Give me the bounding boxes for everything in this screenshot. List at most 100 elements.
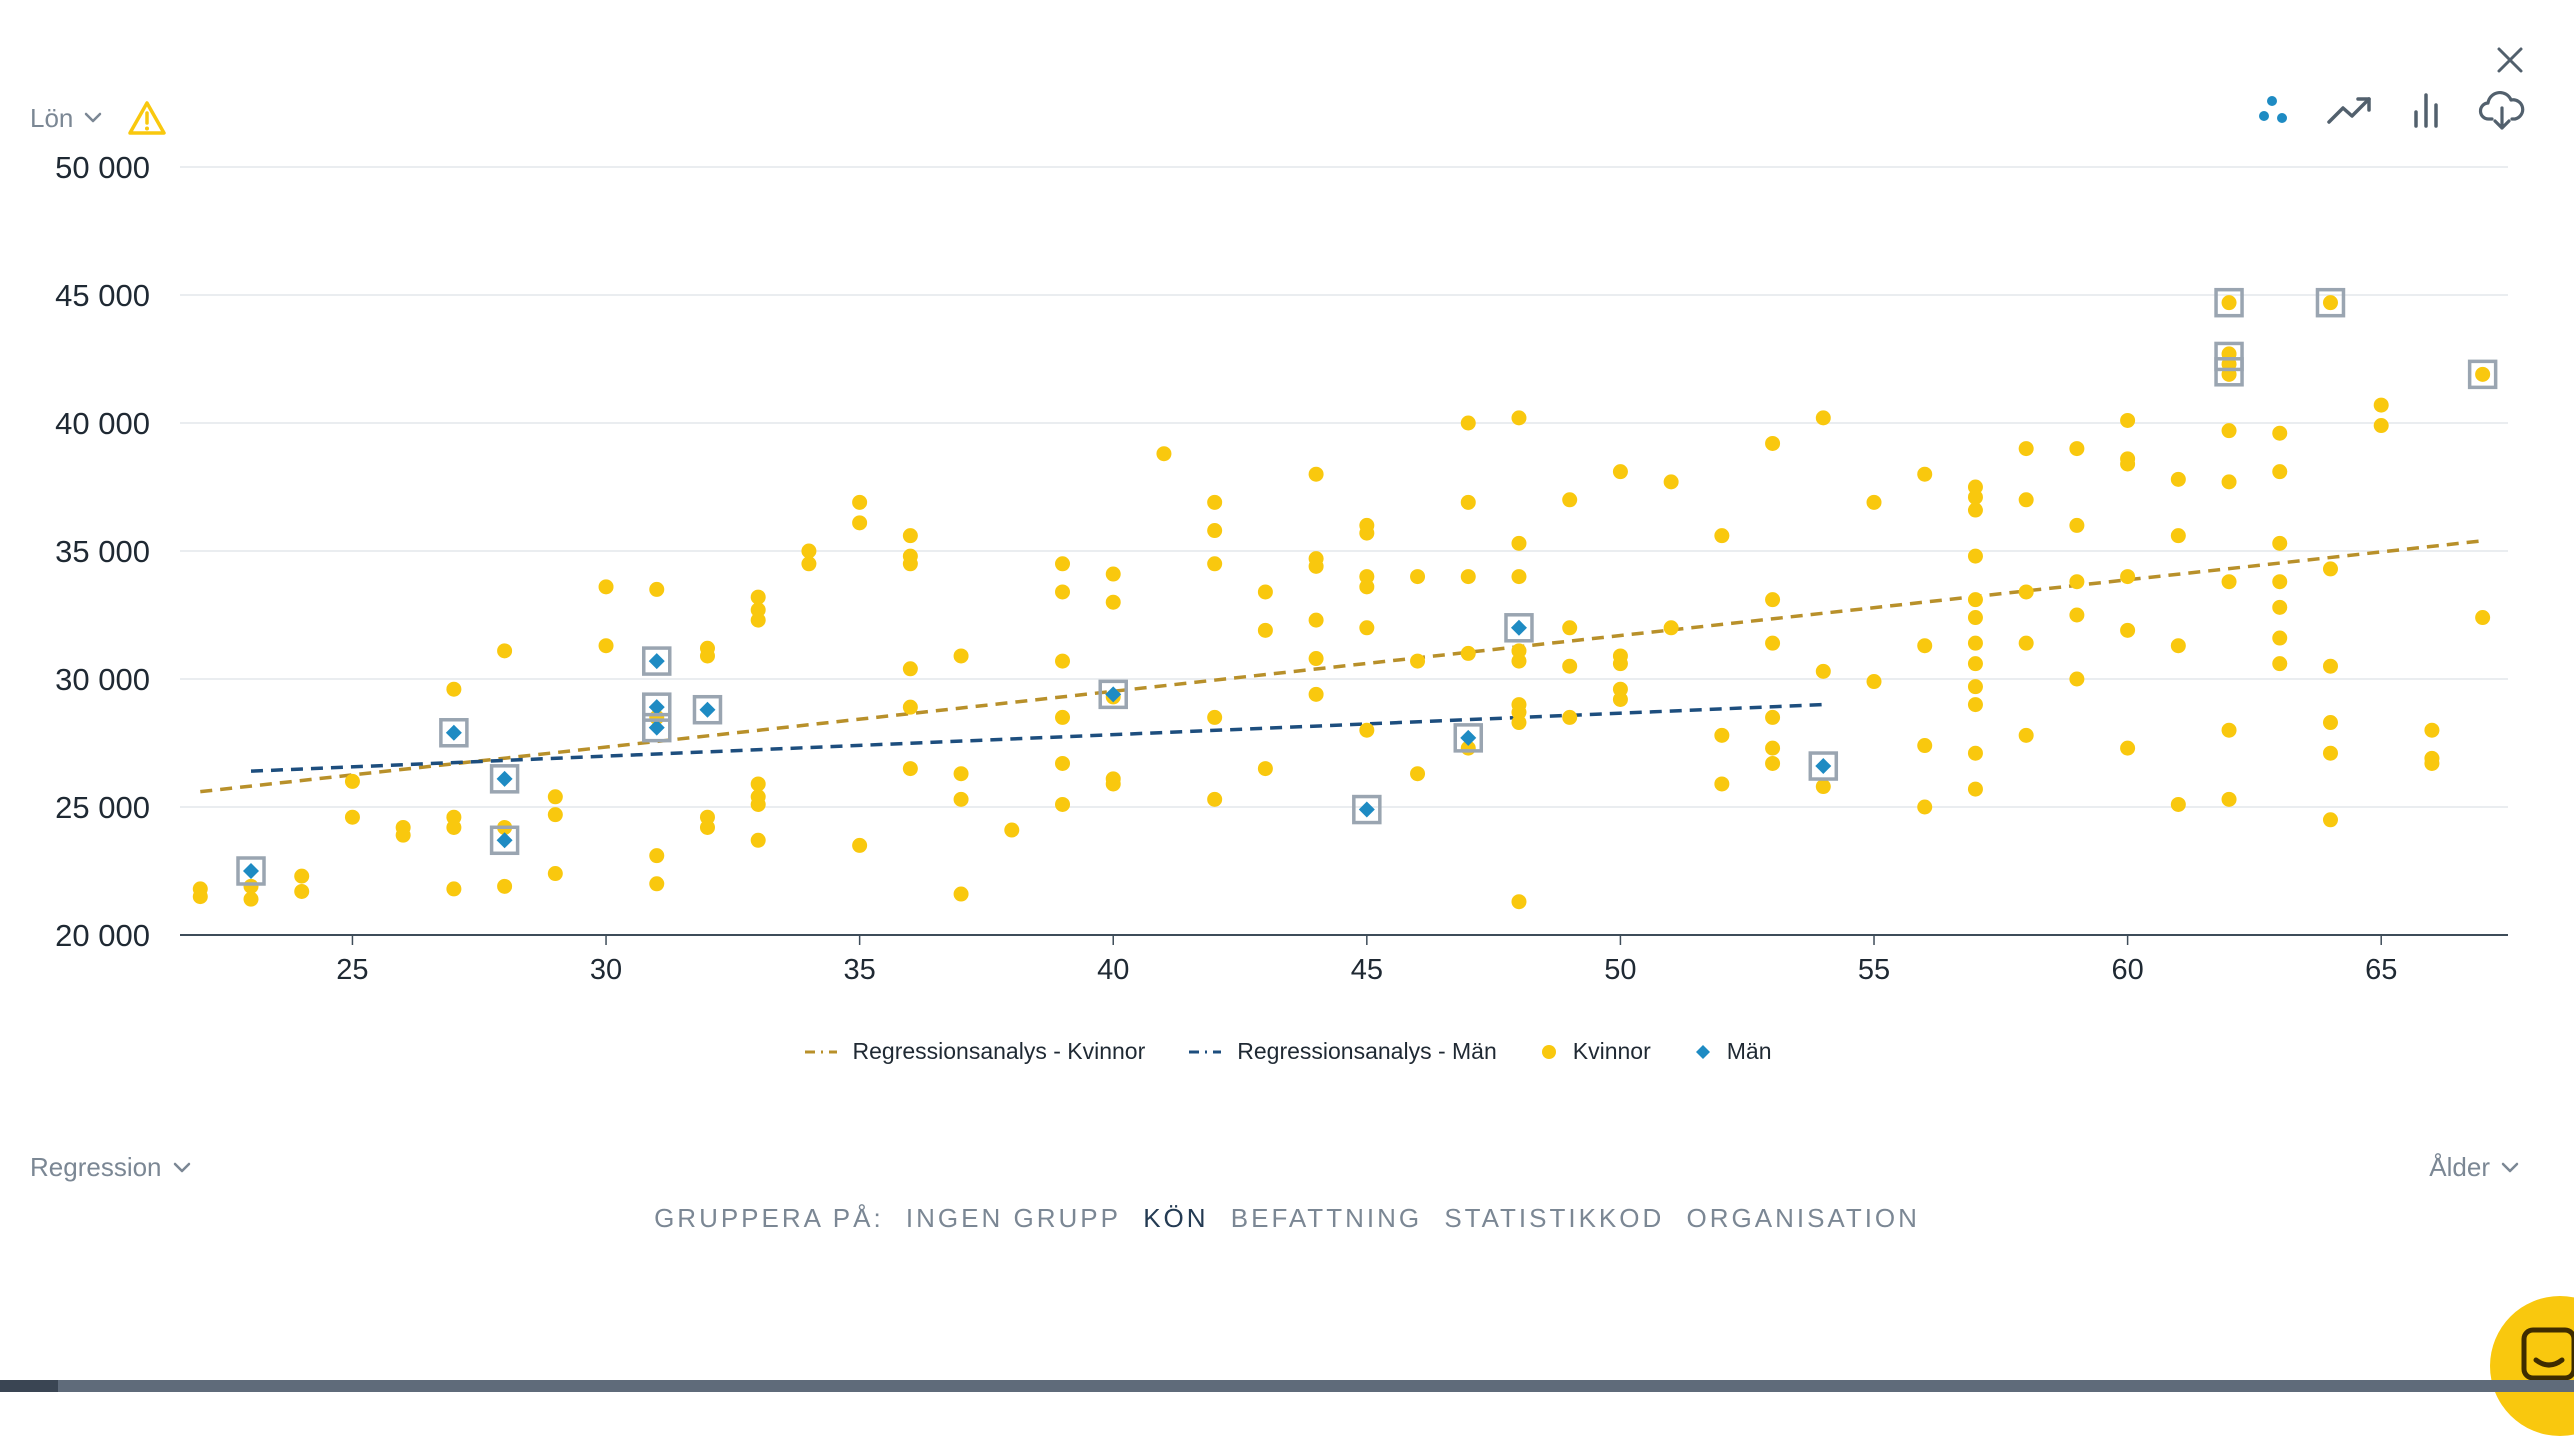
data-point-women <box>1612 464 1628 480</box>
x-tick-label: 40 <box>1097 954 1129 986</box>
data-point-women <box>750 589 766 605</box>
data-point-women <box>2322 715 2338 731</box>
data-point-women <box>547 789 563 805</box>
highlight-box <box>2315 287 2346 318</box>
data-point-women <box>1359 525 1375 541</box>
data-point-women <box>2322 745 2338 761</box>
download-button[interactable] <box>2478 86 2526 134</box>
data-point-women <box>852 837 868 853</box>
close-button[interactable] <box>2490 40 2530 80</box>
data-point-women <box>2221 295 2237 311</box>
data-point-women <box>598 638 614 654</box>
legend-label: Regressionsanalys - Kvinnor <box>852 1038 1146 1064</box>
x-axis-select[interactable]: Ålder <box>2429 1152 2520 1183</box>
data-point-women <box>1967 679 1983 695</box>
data-point-women <box>1917 638 1933 654</box>
group-option-organisation[interactable]: ORGANISATION <box>1686 1203 1920 1233</box>
trend-view-button[interactable] <box>2326 86 2374 134</box>
data-point-women <box>1917 799 1933 815</box>
data-point-women <box>1308 466 1324 482</box>
data-point-women <box>1105 566 1121 582</box>
data-point-women <box>1765 592 1781 608</box>
data-point-women <box>2018 441 2034 457</box>
bottom-scrollbar[interactable] <box>0 1380 2574 1392</box>
data-point-women <box>1714 776 1730 792</box>
data-point-women <box>1359 579 1375 595</box>
data-point-women <box>801 543 817 559</box>
data-point-women <box>649 848 665 864</box>
group-option-gender[interactable]: KÖN <box>1143 1203 1209 1233</box>
data-point-women <box>446 681 462 697</box>
data-point-women <box>2018 635 2034 651</box>
legend-item-women-regression[interactable]: Regressionsanalys - Kvinnor <box>803 1038 1146 1065</box>
y-tick-label: 50 000 <box>55 150 150 185</box>
group-option-position[interactable]: BEFATTNING <box>1230 1203 1423 1233</box>
data-point-women <box>1765 755 1781 771</box>
data-point-women <box>2221 791 2237 807</box>
legend-item-men-regression[interactable]: Regressionsanalys - Män <box>1187 1038 1497 1065</box>
data-point-women <box>852 515 868 531</box>
chat-icon <box>2521 1327 2574 1381</box>
data-point-women <box>699 648 715 664</box>
x-tick-label: 55 <box>1858 954 1890 986</box>
data-point-men <box>1815 758 1832 775</box>
dashed-line-swatch <box>1189 1050 1222 1053</box>
data-point-women <box>2322 658 2338 674</box>
y-axis-select[interactable]: Lön <box>30 100 167 136</box>
highlight-box <box>236 856 266 886</box>
bottom-scrollbar-thumb[interactable] <box>0 1380 58 1392</box>
highlight-box <box>642 712 672 743</box>
data-point-men <box>1358 801 1375 818</box>
group-by-label: GRUPPERA PÅ: <box>654 1203 884 1233</box>
legend-item-men[interactable]: Män <box>1693 1038 1772 1065</box>
data-point-women <box>2069 607 2085 623</box>
regression-select-label: Regression <box>30 1152 162 1182</box>
highlight-box <box>2214 357 2244 387</box>
data-point-women <box>497 643 513 659</box>
cloud-download-icon <box>2478 90 2525 130</box>
data-point-women <box>1967 489 1983 505</box>
data-point-women <box>1612 691 1628 707</box>
data-point-women <box>1359 620 1375 636</box>
highlight-box <box>642 692 672 722</box>
data-point-women <box>1765 635 1781 651</box>
data-point-women <box>902 699 918 715</box>
highlight-box <box>439 718 469 748</box>
x-tick-label: 60 <box>2111 954 2143 986</box>
data-point-women <box>2322 561 2338 577</box>
data-point-women <box>1055 653 1071 669</box>
data-point-women <box>852 494 868 510</box>
data-point-women <box>1562 709 1578 725</box>
scatter-view-button[interactable] <box>2250 86 2298 134</box>
highlight-box <box>2214 341 2244 372</box>
data-point-women <box>1105 776 1121 792</box>
data-point-women <box>2475 366 2491 382</box>
chevron-down-icon <box>2501 1162 2519 1172</box>
data-point-women <box>2272 599 2288 615</box>
data-point-women <box>2018 492 2034 508</box>
highlight-box <box>642 646 672 676</box>
regression-line-men <box>250 702 1824 773</box>
data-point-men <box>648 719 665 736</box>
group-option-statistics-code[interactable]: STATISTIKKOD <box>1444 1203 1665 1233</box>
highlight-box <box>692 694 723 725</box>
legend-item-women[interactable]: Kvinnor <box>1539 1038 1651 1065</box>
bar-view-button[interactable] <box>2402 86 2450 134</box>
data-point-women <box>1055 796 1071 812</box>
data-point-women <box>2170 638 2186 654</box>
regression-select[interactable]: Regression <box>30 1152 192 1183</box>
legend-label: Män <box>1726 1038 1772 1064</box>
data-point-women <box>750 776 766 792</box>
data-point-women <box>1257 622 1273 638</box>
group-option-no-group[interactable]: INGEN GRUPP <box>905 1203 1121 1233</box>
data-point-women <box>1156 446 1172 462</box>
chat-button[interactable] <box>2490 1296 2574 1436</box>
y-tick-label: 20 000 <box>55 918 150 953</box>
warning-icon[interactable] <box>127 100 167 136</box>
bar-chart-icon <box>2414 93 2438 128</box>
chart-toolbar <box>2250 82 2526 138</box>
data-point-women <box>2170 796 2186 812</box>
x-tick-label: 45 <box>1351 954 1383 986</box>
data-point-women <box>2069 574 2085 590</box>
data-point-women <box>1055 709 1071 725</box>
